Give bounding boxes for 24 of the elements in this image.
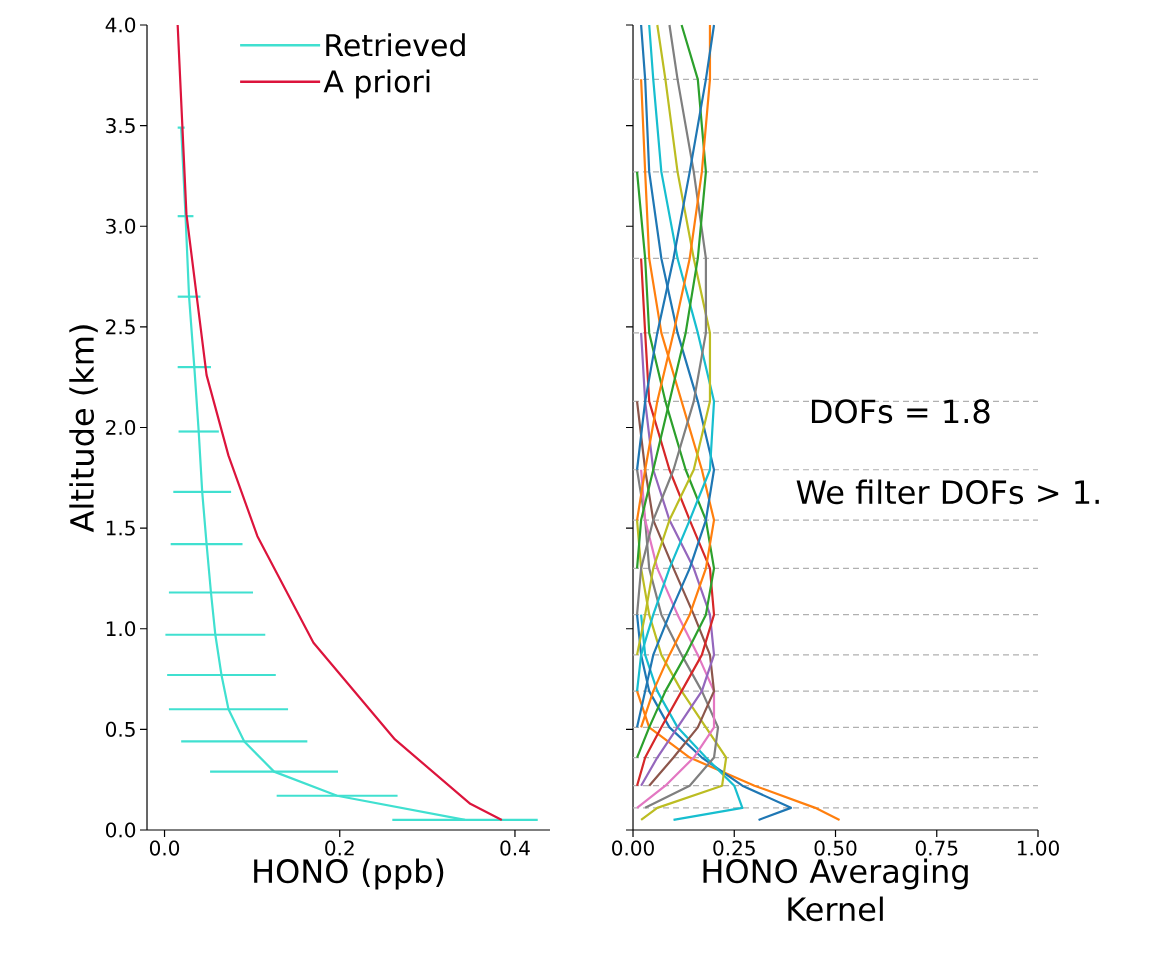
x-tick-label: 0.00	[612, 840, 654, 856]
x-tick-label: 0.2	[325, 840, 354, 856]
y-tick-label: 3.0	[106, 218, 136, 234]
x-tick-label: 0.50	[814, 840, 857, 856]
y-tick-label: 3.5	[106, 118, 135, 134]
x-tick-label: 1.00	[1017, 840, 1059, 856]
x-tick-label: 0.0	[149, 840, 180, 856]
y-tick-label: 0.0	[105, 822, 136, 838]
x-tick-label: 0.75	[915, 840, 958, 856]
annotation: DOFs = 1.8	[811, 399, 990, 424]
annotation: We filter DOFs > 1.	[796, 479, 1099, 505]
y-tick-label: 2.5	[106, 319, 135, 335]
x-axis-title: HONO Averaging Kernel	[703, 858, 968, 922]
y-tick-label: 1.5	[106, 520, 135, 536]
legend-label: Retrieved	[326, 33, 465, 57]
y-tick-label: 1.0	[106, 621, 136, 637]
x-tick-label: 0.25	[713, 840, 755, 856]
y-tick-label: 4.0	[105, 17, 136, 33]
legend-label: A priori	[323, 69, 430, 99]
y-tick-label: 2.0	[106, 419, 136, 436]
y-tick-label: 0.5	[105, 721, 135, 737]
x-axis-title: HONO (ppb)	[254, 858, 444, 890]
x-tick-label: 0.4	[500, 840, 530, 856]
y-axis-title: Altitude (km)	[69, 325, 98, 533]
